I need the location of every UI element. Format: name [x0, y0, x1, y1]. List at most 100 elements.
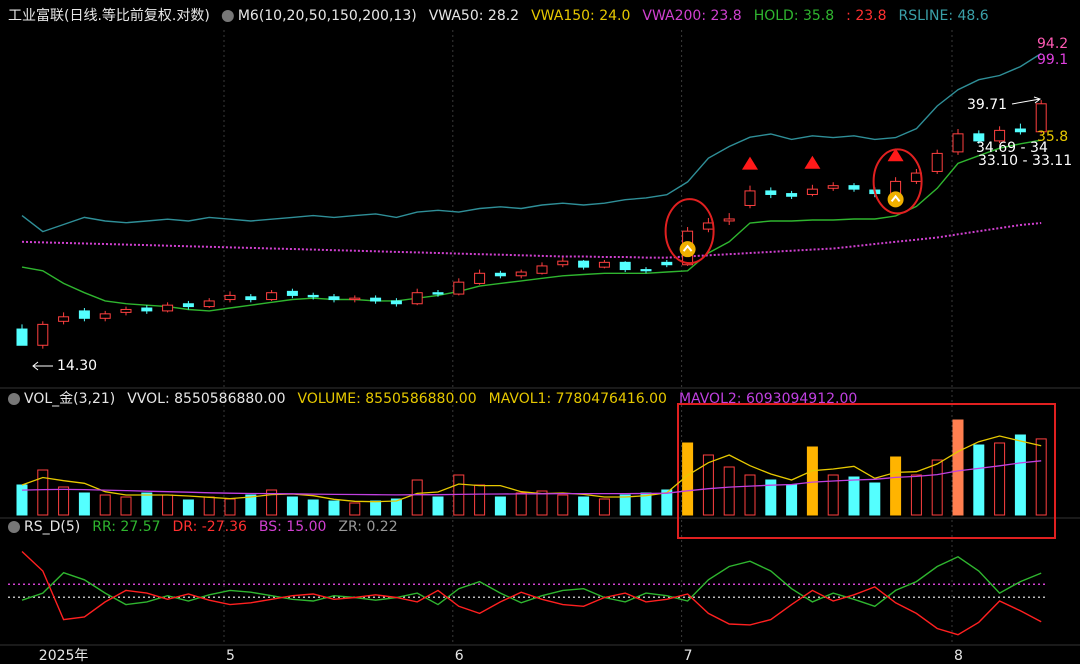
volume-bar — [328, 500, 340, 516]
volume-bar — [931, 459, 943, 516]
candle-body — [931, 152, 943, 172]
candle-body — [224, 294, 236, 301]
volume-bar — [390, 498, 402, 516]
volume-bar — [1035, 438, 1047, 516]
x-tick-label: 7 — [684, 648, 693, 664]
annotation: 34.69 - 34 — [976, 140, 1048, 156]
volume-bar — [910, 474, 922, 516]
candle-body — [203, 300, 215, 308]
x-tick-label: 6 — [455, 648, 464, 664]
candle-body — [1014, 128, 1026, 133]
legend-item: VOL_金(3,21) — [24, 391, 115, 407]
candle-body — [245, 296, 257, 301]
candle-body — [453, 281, 465, 295]
candle-body — [557, 260, 569, 266]
candle-body — [952, 133, 964, 153]
candle-body — [307, 294, 319, 298]
candle-body — [37, 323, 49, 346]
x-tick-label: 2025年 — [39, 648, 89, 664]
legend-item: 工业富联(日线.等比前复权.对数) — [8, 7, 210, 24]
legend-item: ZR: 0.22 — [338, 519, 397, 535]
indicator-line — [21, 555, 1042, 608]
volume-bar — [619, 494, 631, 516]
volume-bar — [994, 442, 1006, 516]
volume-bar — [141, 492, 153, 516]
volume-bar — [182, 499, 194, 516]
sell-signal — [887, 148, 904, 162]
candle-body — [702, 222, 714, 230]
candle-body — [58, 316, 70, 322]
volume-bar — [266, 489, 278, 516]
candle-body — [370, 297, 382, 302]
candle-body — [99, 313, 111, 319]
volume-bar — [203, 496, 215, 516]
indicator-line — [21, 52, 1042, 233]
annotation: 94.2 — [1037, 36, 1068, 52]
volume-bar — [661, 489, 673, 516]
indicator-line — [21, 222, 1042, 259]
volume-bar — [786, 484, 798, 516]
volume-bar — [411, 479, 423, 516]
candle-body — [578, 260, 590, 268]
signal-circle — [664, 198, 715, 265]
volume-bar — [598, 498, 610, 516]
buy-arrow — [682, 244, 693, 252]
legend-item: RR: 27.57 — [92, 519, 160, 535]
volume-bar — [806, 446, 818, 516]
candle-body — [640, 269, 652, 272]
legend-item: RS_D(5) — [24, 519, 80, 535]
candle-body — [619, 261, 631, 271]
volume-bar — [474, 484, 486, 516]
volume-average — [21, 435, 1042, 503]
candle-body — [994, 129, 1006, 142]
candle-body — [162, 304, 174, 312]
buy-signal — [679, 241, 696, 258]
legend-item: VWA50: 28.2 — [429, 8, 519, 24]
x-tick-label: 8 — [954, 648, 963, 664]
volume-bar — [1014, 434, 1026, 516]
legend-item: HOLD: 35.8 — [754, 8, 834, 24]
volume-bar — [245, 494, 257, 516]
candle-body — [182, 303, 194, 308]
volume-bar — [349, 502, 361, 516]
volume-bar — [744, 474, 756, 516]
x-tick-label: 5 — [226, 648, 235, 664]
indicator-line — [21, 550, 1042, 636]
legend-item: M6(10,20,50,150,200,13) — [238, 8, 417, 24]
volume-bar — [99, 494, 111, 516]
volume-bar — [58, 486, 70, 516]
volume-bar — [307, 499, 319, 516]
legend-item: RSLINE: 48.6 — [899, 8, 989, 24]
candle-body — [661, 261, 673, 266]
candle-body — [973, 133, 985, 142]
signal-circle — [872, 148, 923, 215]
volume-bar — [494, 496, 506, 516]
annotation: 14.30 — [57, 358, 97, 374]
annotation: 39.71 — [967, 97, 1007, 113]
candle-body — [494, 272, 506, 277]
volume-bar — [973, 444, 985, 516]
candle-body — [827, 185, 839, 189]
candle-body — [515, 271, 527, 277]
candle-body — [286, 290, 298, 296]
legend-item: VWA150: 24.0 — [531, 8, 630, 24]
volume-bar — [557, 494, 569, 516]
candle-body — [765, 190, 777, 195]
volume-bar — [286, 496, 298, 516]
volume-bar — [578, 496, 590, 516]
candle-body — [598, 261, 610, 268]
volume-bar — [370, 500, 382, 516]
volume-bar — [952, 419, 964, 516]
buy-arrow — [890, 194, 901, 203]
candle-body — [910, 172, 922, 182]
candle-body — [723, 218, 735, 222]
candle-body — [806, 188, 818, 195]
volume-bar — [869, 482, 881, 516]
candle-body — [848, 185, 860, 190]
sell-signal — [804, 155, 821, 169]
volume-bar — [890, 456, 902, 516]
candle-body — [786, 193, 798, 197]
candle-body — [1035, 103, 1047, 133]
